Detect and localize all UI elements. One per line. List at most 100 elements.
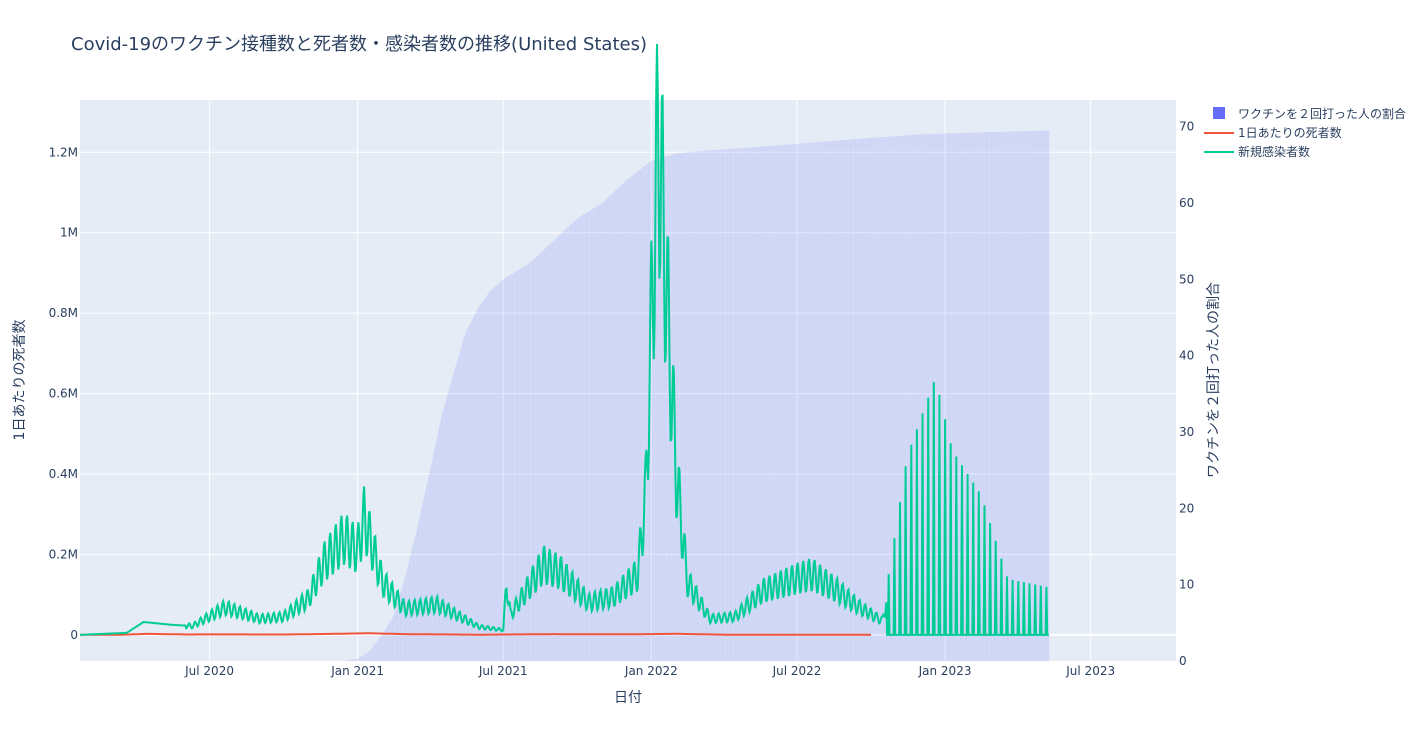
vaccination-bar[interactable] (1006, 131, 1008, 661)
vaccination-bar[interactable] (612, 193, 614, 662)
vaccination-bar[interactable] (795, 143, 796, 662)
vaccination-bar[interactable] (721, 149, 723, 661)
vaccination-bar[interactable] (620, 185, 622, 661)
vaccination-bar[interactable] (584, 213, 585, 661)
vaccination-bar[interactable] (642, 167, 643, 661)
vaccination-bar[interactable] (796, 143, 798, 661)
vaccination-bar[interactable] (818, 142, 820, 662)
vaccination-bar[interactable] (825, 141, 827, 662)
vaccination-bar[interactable] (911, 134, 913, 661)
vaccination-bar[interactable] (644, 165, 646, 661)
vaccination-bar[interactable] (799, 143, 800, 661)
vaccination-bar[interactable] (801, 143, 803, 662)
vaccination-bar[interactable] (522, 267, 523, 661)
vaccination-bar[interactable] (497, 284, 498, 661)
vaccination-bar[interactable] (895, 136, 897, 661)
vaccination-bar[interactable] (733, 148, 735, 661)
vaccination-bar[interactable] (896, 136, 898, 661)
vaccination-bar[interactable] (597, 205, 599, 661)
vaccination-bar[interactable] (993, 132, 995, 661)
vaccination-bar[interactable] (809, 142, 811, 661)
vaccination-bar[interactable] (582, 214, 584, 661)
deaths-line[interactable] (80, 632, 871, 636)
vaccination-bar[interactable] (765, 146, 766, 661)
vaccination-bar[interactable] (640, 169, 642, 661)
vaccination-bar[interactable] (741, 148, 743, 661)
vaccination-bar[interactable] (472, 318, 474, 661)
legend-item-deaths[interactable]: 1日あたりの死者数 (1204, 125, 1342, 140)
vaccination-bar[interactable] (824, 141, 825, 661)
vaccination-bar[interactable] (811, 142, 812, 662)
vaccination-bar[interactable] (725, 149, 726, 661)
vaccination-bar[interactable] (783, 144, 785, 662)
vaccination-bar[interactable] (729, 148, 731, 661)
vaccination-bar[interactable] (805, 143, 807, 661)
vaccination-bar[interactable] (836, 140, 838, 661)
vaccination-bar[interactable] (636, 172, 638, 662)
vaccination-bar[interactable] (921, 134, 923, 662)
vaccination-bar[interactable] (906, 135, 908, 661)
vaccination-bar[interactable] (760, 146, 762, 661)
vaccination-bar[interactable] (749, 147, 750, 661)
vaccination-bar[interactable] (552, 241, 553, 661)
vaccination-bar[interactable] (775, 145, 777, 661)
vaccination-bar[interactable] (770, 145, 771, 661)
vaccination-bar[interactable] (482, 301, 483, 661)
vaccination-bar[interactable] (832, 140, 834, 661)
vaccination-bar[interactable] (976, 132, 978, 662)
vaccination-bar[interactable] (1011, 131, 1013, 662)
vaccination-bar[interactable] (487, 294, 489, 661)
vaccination-bar[interactable] (555, 238, 556, 661)
vaccination-bar[interactable] (1029, 131, 1030, 661)
vaccination-bar[interactable] (763, 146, 765, 661)
vaccination-bar[interactable] (880, 137, 881, 661)
vaccination-bar[interactable] (358, 658, 359, 661)
vaccination-bar[interactable] (432, 458, 433, 661)
vaccination-bar[interactable] (1047, 130, 1049, 661)
vaccination-bar[interactable] (380, 636, 382, 661)
vaccination-bar[interactable] (723, 149, 725, 661)
vaccination-bar[interactable] (701, 150, 703, 661)
vaccination-bar[interactable] (866, 138, 868, 661)
vaccination-bar[interactable] (502, 279, 504, 661)
vaccination-bar[interactable] (947, 133, 948, 661)
vaccination-bar[interactable] (797, 143, 799, 662)
vaccination-bar[interactable] (591, 209, 593, 662)
vaccination-bar[interactable] (726, 149, 728, 661)
vaccination-bar[interactable] (774, 145, 776, 661)
vaccination-bar[interactable] (885, 136, 886, 661)
vaccination-bar[interactable] (678, 153, 680, 662)
vaccination-bar[interactable] (556, 237, 558, 661)
vaccination-bar[interactable] (666, 156, 667, 661)
vaccination-bar[interactable] (804, 143, 806, 661)
vaccination-bar[interactable] (651, 160, 653, 661)
vaccination-bar[interactable] (950, 133, 952, 662)
vaccination-bar[interactable] (581, 215, 583, 661)
vaccination-bar[interactable] (831, 140, 832, 662)
vaccination-bar[interactable] (542, 250, 544, 661)
vaccination-bar[interactable] (771, 145, 773, 661)
vaccination-bar[interactable] (949, 133, 951, 661)
vaccination-bar[interactable] (514, 272, 515, 661)
vaccination-bar[interactable] (702, 150, 704, 662)
vaccination-bar[interactable] (510, 274, 512, 661)
vaccination-bar[interactable] (534, 258, 535, 661)
vaccination-bar[interactable] (976, 132, 977, 661)
vaccination-bar[interactable] (502, 280, 503, 661)
vaccination-bar[interactable] (908, 135, 910, 661)
vaccination-bar[interactable] (445, 402, 446, 661)
vaccination-bar[interactable] (455, 365, 457, 661)
vaccination-bar[interactable] (614, 190, 616, 662)
vaccination-bar[interactable] (689, 152, 691, 662)
vaccination-bar[interactable] (719, 149, 721, 661)
vaccination-bar[interactable] (391, 617, 393, 661)
vaccination-bar[interactable] (741, 148, 742, 662)
vaccination-bar[interactable] (558, 235, 560, 662)
vaccination-bar[interactable] (469, 323, 471, 661)
vaccination-bar[interactable] (879, 137, 881, 661)
vaccination-bar[interactable] (958, 133, 960, 661)
vaccination-bar[interactable] (955, 133, 957, 662)
vaccination-bar[interactable] (638, 170, 639, 662)
vaccination-bar[interactable] (418, 520, 420, 661)
vaccination-bar[interactable] (440, 420, 441, 661)
